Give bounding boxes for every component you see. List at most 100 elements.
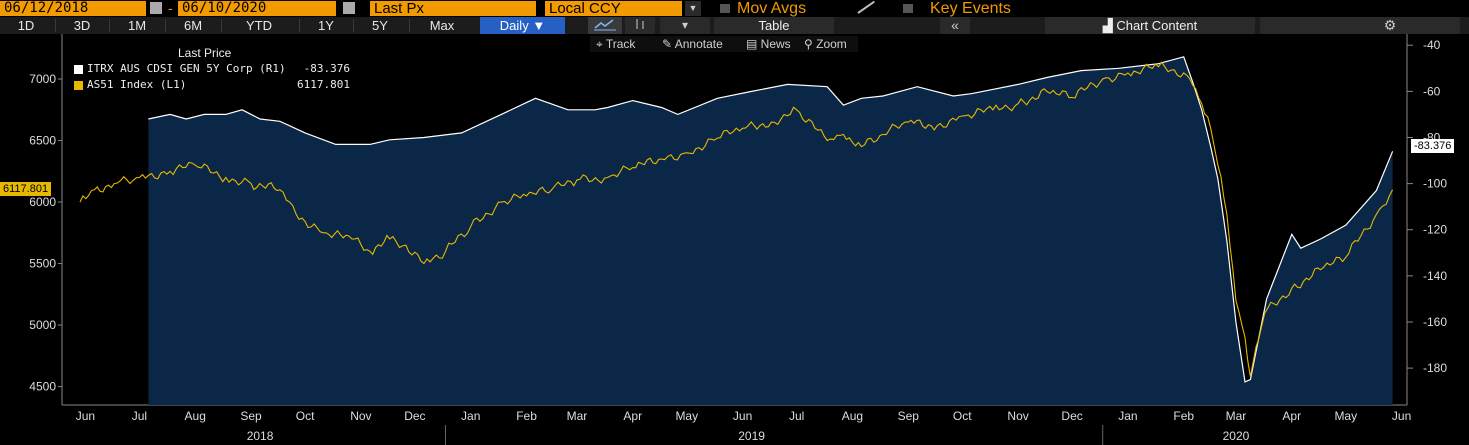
period-button-ytd[interactable]: YTD <box>246 18 272 33</box>
x-year-label: 2018 <box>247 429 274 443</box>
right-current-value-tag: -83.376 <box>1411 139 1455 153</box>
zoom-tool[interactable]: ⚲ Zoom <box>804 36 847 52</box>
period-button-1m[interactable]: 1M <box>127 18 147 33</box>
end-calendar-icon[interactable] <box>343 2 355 14</box>
left-tick-label: 7000 <box>29 72 56 86</box>
period-separator <box>165 19 166 32</box>
itrx-area-fill <box>148 56 1393 406</box>
currency-dropdown-icon[interactable]: ▼ <box>685 1 701 16</box>
x-month-label: Sep <box>240 409 262 423</box>
key-events-label[interactable]: Key Events <box>930 0 1011 17</box>
legend-value-as51: 6117.801 <box>297 78 350 91</box>
x-month-label: Feb <box>1173 409 1194 423</box>
x-month-label: Jun <box>76 409 95 423</box>
x-month-label: Dec <box>404 409 425 423</box>
settings-gear-icon[interactable]: ⚙ <box>1260 17 1460 34</box>
currency-select[interactable]: Local CCY <box>545 1 682 16</box>
legend-value-itrx: -83.376 <box>303 62 350 75</box>
right-tick-label: -60 <box>1423 84 1441 98</box>
mov-avgs-checkbox[interactable] <box>720 4 730 13</box>
left-axis-panel <box>0 34 62 405</box>
period-separator <box>55 19 56 32</box>
as51-series-line[interactable] <box>79 61 1394 377</box>
x-month-label: Jun <box>733 409 752 423</box>
period-separator <box>221 19 222 32</box>
start-calendar-icon[interactable] <box>150 2 162 14</box>
x-month-label: Jun <box>1392 409 1411 423</box>
start-date-field[interactable]: 06/12/2018 <box>0 1 146 16</box>
magnifier-icon: ⚲ <box>804 37 817 51</box>
top-toolbar <box>0 0 1469 17</box>
annotate-icon: ✎ <box>662 37 675 51</box>
period-button-1y[interactable]: 1Y <box>318 18 334 33</box>
period-separator <box>109 19 110 32</box>
end-date-field[interactable]: 06/10/2020 <box>178 1 336 16</box>
right-tick-label: -40 <box>1423 38 1441 52</box>
x-month-label: Jan <box>1118 409 1137 423</box>
chart-legend: Last Price ITRX AUS CDSI GEN 5Y Corp (R1… <box>70 44 356 96</box>
frequency-label: Daily <box>499 18 529 33</box>
x-month-label: Jul <box>132 409 147 423</box>
period-separator <box>409 19 410 32</box>
track-tool[interactable]: ⌖ Track <box>596 36 635 52</box>
legend-entry-as51[interactable]: AS51 Index (L1) 6117.801 <box>74 78 354 92</box>
price-chart[interactable]: 700065006000550050004500-40-60-80-100-12… <box>0 34 1469 445</box>
legend-entry-itrx[interactable]: ITRX AUS CDSI GEN 5Y Corp (R1) -83.376 <box>74 62 354 76</box>
x-month-label: Nov <box>350 409 371 423</box>
period-button-max[interactable]: Max <box>429 18 455 33</box>
x-month-label: Apr <box>1282 409 1301 423</box>
period-button-3d[interactable]: 3D <box>73 18 91 33</box>
x-month-label: Mar <box>567 409 588 423</box>
chart-type-dropdown-icon[interactable]: ▾ <box>660 17 710 34</box>
table-button[interactable]: Table <box>714 17 834 34</box>
left-tick-label: 4500 <box>29 380 56 394</box>
price-field-select[interactable]: Last Px <box>370 1 536 16</box>
x-month-label: May <box>1334 409 1357 423</box>
x-month-label: Sep <box>898 409 920 423</box>
news-label: News <box>760 37 791 51</box>
mov-avgs-label[interactable]: Mov Avgs <box>737 0 807 17</box>
left-tick-label: 6500 <box>29 134 56 148</box>
annotate-tool[interactable]: ✎ Annotate <box>662 36 723 52</box>
period-separator <box>353 19 354 32</box>
right-tick-label: -180 <box>1423 361 1447 375</box>
legend-title: Last Price <box>178 46 232 60</box>
x-month-label: Aug <box>842 409 863 423</box>
x-month-label: Dec <box>1061 409 1082 423</box>
chart-content-button[interactable]: ▟ Chart Content <box>1045 17 1255 34</box>
x-month-label: Feb <box>516 409 537 423</box>
period-button-1d[interactable]: 1D <box>17 18 35 33</box>
key-events-checkbox[interactable] <box>903 4 913 13</box>
collapse-button[interactable]: « <box>940 17 970 34</box>
x-month-label: Mar <box>1226 409 1247 423</box>
left-tick-label: 6000 <box>29 195 56 209</box>
x-month-label: Oct <box>953 409 972 423</box>
date-separator: - <box>168 0 173 16</box>
x-month-label: Oct <box>296 409 315 423</box>
news-tool[interactable]: ▤ News <box>746 36 791 52</box>
crosshair-icon: ⌖ <box>596 37 606 51</box>
x-month-label: Jul <box>789 409 804 423</box>
legend-name-itrx: ITRX AUS CDSI GEN 5Y Corp (R1) <box>87 62 286 75</box>
right-tick-label: -100 <box>1423 177 1447 191</box>
period-button-6m[interactable]: 6M <box>183 18 203 33</box>
period-separator <box>299 19 300 32</box>
legend-swatch-white <box>74 65 83 74</box>
chart-tools-bar <box>590 36 858 52</box>
frequency-select[interactable]: Daily ▼ <box>480 17 565 34</box>
x-month-label: Aug <box>185 409 206 423</box>
legend-name-as51: AS51 Index (L1) <box>87 78 187 91</box>
right-tick-label: -160 <box>1423 315 1447 329</box>
bar-chart-icon[interactable] <box>625 17 655 34</box>
x-month-label: Nov <box>1007 409 1028 423</box>
itrx-series-line[interactable] <box>148 56 1394 383</box>
track-label: Track <box>605 37 636 51</box>
line-chart-icon[interactable] <box>588 17 622 34</box>
news-icon: ▤ <box>746 37 761 51</box>
period-button-5y[interactable]: 5Y <box>372 18 388 33</box>
left-tick-label: 5500 <box>29 257 56 271</box>
x-year-label: 2019 <box>738 429 765 443</box>
annotate-label: Annotate <box>674 37 723 51</box>
right-tick-label: -120 <box>1423 223 1447 237</box>
frequency-dropdown-icon: ▼ <box>532 18 546 33</box>
